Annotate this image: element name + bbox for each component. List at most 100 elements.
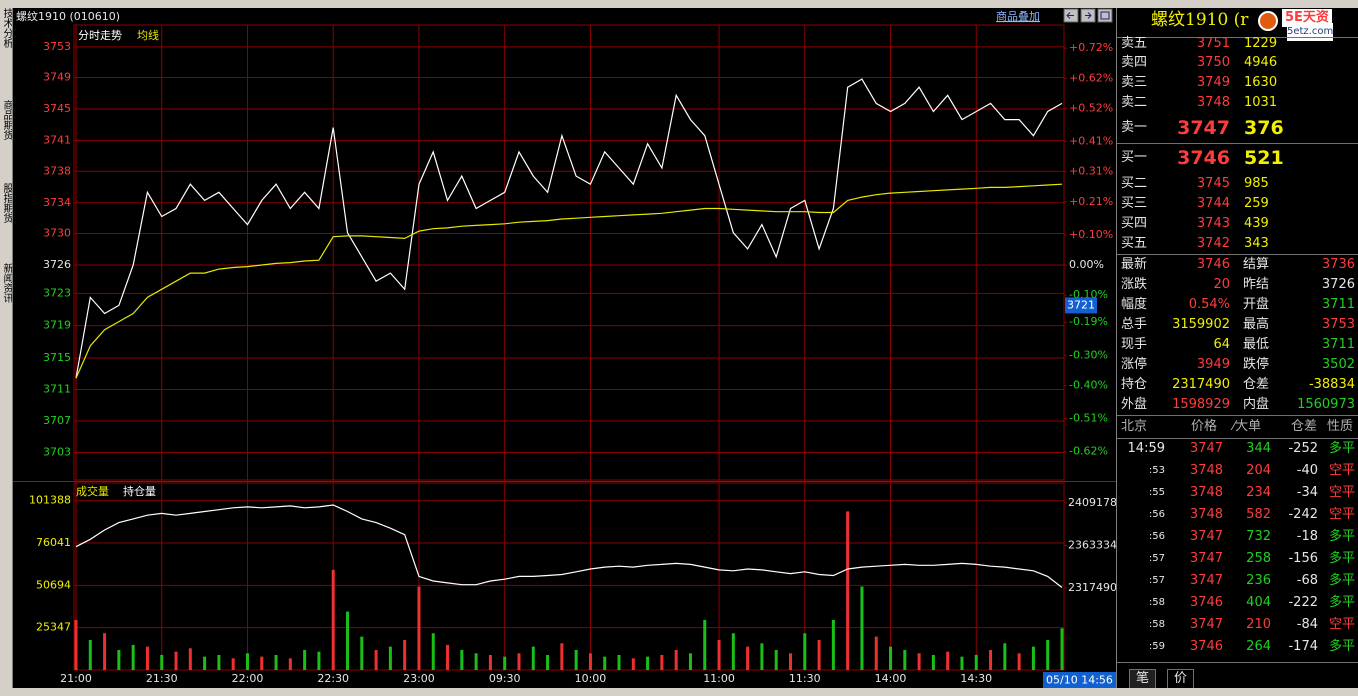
volume-bar [374,649,378,670]
stat-value: 3726 [1321,277,1355,292]
tick-volume: 404 [1246,595,1271,610]
stat-label: 涨跌 [1121,277,1148,292]
volume-bar [1003,643,1007,670]
tick-oi-change: -84 [1296,617,1318,632]
layout-button[interactable] [1097,8,1113,23]
volume-bar [503,656,507,670]
tick-time: :55 [1148,487,1165,498]
side-tab[interactable]: 技术分析 [1,8,12,48]
volume-bar [217,654,221,670]
volume-bar [817,639,821,670]
cursor-price-box [1065,297,1097,314]
volume-bar [746,646,750,670]
stat-value: 3746 [1196,257,1230,272]
volume-bar [231,658,235,670]
side-tab[interactable]: 股指期货 [1,183,12,223]
tick-nature: 多平 [1328,441,1355,456]
side-tab[interactable]: 新闻资讯 [1,263,12,303]
panel-tab[interactable]: 笔 [1129,669,1157,689]
volume-bar [274,654,278,670]
stat-value: 2317490 [1172,377,1230,392]
volume-bar [960,656,964,670]
stat-label: 结算 [1243,257,1270,272]
stat-value: 3159902 [1172,317,1230,332]
window-title-bar [0,0,1358,8]
stat-value: 64 [1213,337,1230,352]
volume-bar [917,653,921,670]
volume-bar [946,651,950,670]
tick-nature: 空平 [1328,507,1355,522]
bid-volume: 259 [1244,196,1269,211]
volume-bar [831,619,835,670]
separator [1117,37,1358,38]
y2-tick-label: -0.51% [1069,412,1108,425]
x-tick-label: 10:00 [575,672,607,685]
volume-bar [488,654,492,670]
x-tick-label: 22:30 [317,672,349,685]
volume-bar [989,649,993,670]
volume-bar [431,633,435,670]
x-tick-label: 11:00 [703,672,735,685]
y-tick-label: 3734 [43,196,71,209]
volume-bar [760,643,764,670]
volume-bar [160,654,164,670]
bid-price: 3746 [1177,147,1230,169]
y2-tick-label: +0.21% [1069,195,1113,208]
volume-bar [931,654,935,670]
volume-bar [574,649,578,670]
tick-header: 北京 [1121,419,1148,434]
x-tick-label: 09:30 [489,672,521,685]
tick-nature: 多平 [1328,573,1355,588]
tick-time: :57 [1148,553,1165,564]
ask-price: 3749 [1196,75,1230,90]
stat-value: 3711 [1321,297,1355,312]
volume-bar [1046,639,1050,670]
stat-value: 3502 [1321,357,1355,372]
stat-label: 幅度 [1121,297,1148,312]
panel-tab[interactable]: 价 [1167,669,1195,689]
tick-nature: 空平 [1328,463,1355,478]
tick-volume: 210 [1246,617,1271,632]
stat-value: 3736 [1321,257,1355,272]
bid-price: 3744 [1196,196,1230,211]
y2-tick-label: +0.31% [1069,165,1113,178]
volume-bar [731,633,735,670]
tick-price: 3748 [1189,463,1223,478]
bid-price: 3743 [1196,216,1230,231]
volume-bar [74,619,78,670]
ask-volume: 1630 [1244,75,1278,90]
ask-label: 卖一 [1121,120,1148,135]
overlay-link[interactable]: 商品叠加 [996,9,1040,23]
y2-tick-label: +0.52% [1069,101,1113,114]
volume-bar [974,654,978,670]
volume-bar [403,639,407,670]
chart-background [12,8,1116,688]
volume-bar [660,654,664,670]
tick-time: :56 [1148,531,1165,542]
y2-tick-label: 2317490 [1068,581,1116,594]
volume-bar [531,646,535,670]
volume-bar [174,651,178,670]
legend-entry: 分时走势 [78,29,122,42]
volume-bar [703,619,707,670]
tick-oi-change: -34 [1296,485,1318,500]
side-tab[interactable]: 商品期货 [1,100,12,140]
price-panel-frame [73,24,1065,481]
volume-bar [603,656,607,670]
separator [1117,143,1358,144]
volume-bar [788,653,792,670]
stat-label: 仓差 [1243,377,1270,392]
tick-volume: 204 [1246,463,1271,478]
tick-nature: 空平 [1328,485,1355,500]
volume-bar [460,649,464,670]
tick-header: 性质 [1327,419,1354,434]
volume-bar [288,658,292,670]
line-series [75,504,1063,588]
stat-label: 总手 [1121,317,1148,332]
stat-value: -38834 [1308,377,1355,392]
y-tick-label: 101388 [29,494,71,507]
ask-volume: 376 [1244,117,1284,139]
stat-label: 涨停 [1121,357,1148,372]
volume-bar [860,586,864,670]
bid-volume: 985 [1244,176,1269,191]
